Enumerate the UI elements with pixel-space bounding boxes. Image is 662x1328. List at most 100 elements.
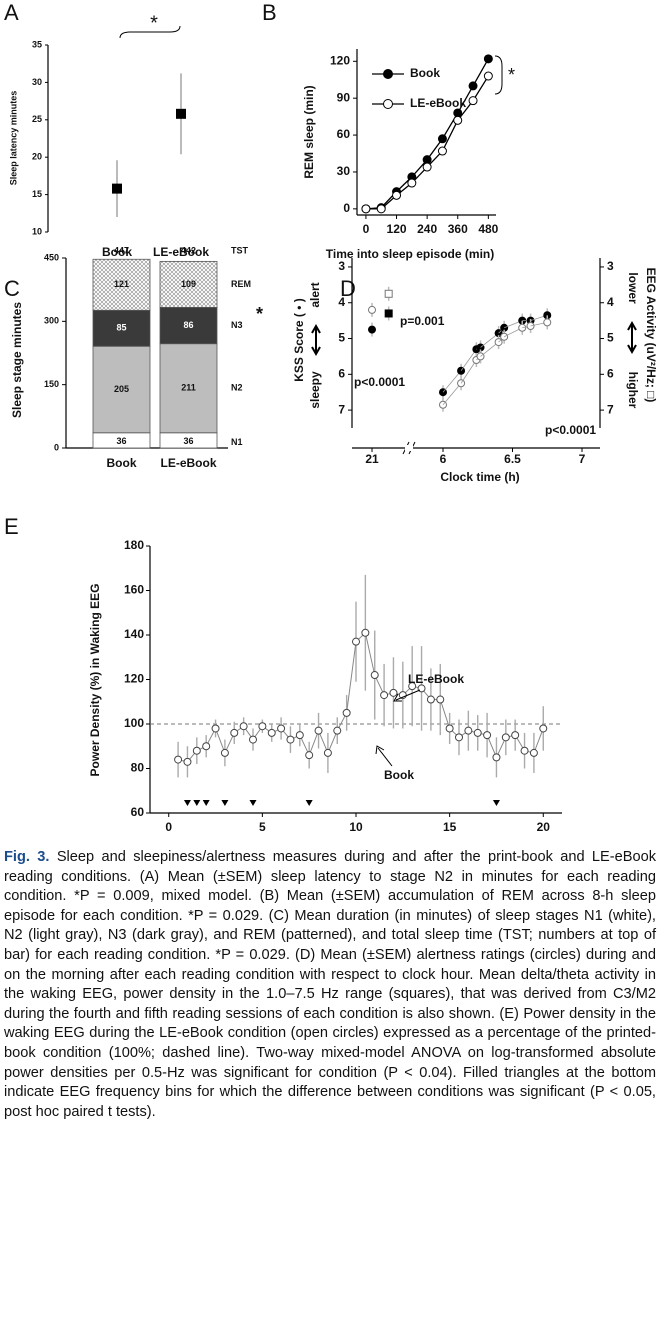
point (192, 746, 201, 755)
y-tick-label: 0 (343, 201, 350, 215)
y-tick-label: 5 (607, 331, 614, 345)
point (267, 728, 276, 737)
point (389, 688, 398, 697)
y-axis-label: Sleep latency minutes (8, 91, 18, 186)
total-label: 442 (181, 245, 196, 255)
segment-label: 205 (114, 384, 129, 394)
y-tick-label: 7 (338, 402, 345, 416)
significance-triangle (202, 800, 210, 806)
y-axis-label: KSS Score ( • ) (292, 298, 306, 382)
bracket (494, 55, 503, 95)
point (511, 731, 520, 740)
point (368, 325, 376, 334)
point (501, 733, 510, 742)
y-tick-label: 300 (44, 316, 59, 326)
point (483, 71, 493, 81)
y-tick-label: 3 (607, 259, 614, 273)
point (492, 753, 501, 762)
y-tick-label: 450 (44, 252, 59, 262)
series-label: LE-eBook (408, 672, 464, 686)
annotation: p<0.0001 (354, 375, 405, 389)
significance: * (508, 65, 515, 85)
y-tick-label: 100 (124, 716, 144, 730)
point (249, 735, 257, 744)
bracket (119, 25, 181, 39)
bar-segment (159, 306, 218, 345)
x-axis-label: Clock time (h) (440, 470, 519, 484)
point (455, 733, 463, 742)
point (176, 108, 186, 119)
x-tick-label: 7 (579, 452, 586, 466)
point (323, 748, 332, 757)
point (453, 115, 463, 125)
y-tick-label: 120 (330, 53, 350, 67)
y-tick-label: 30 (32, 77, 42, 87)
point (529, 748, 538, 757)
legend-label: N2 (231, 383, 243, 393)
x-tick-label: LE-eBook (160, 456, 216, 470)
series-line (365, 58, 489, 210)
legend-label: Book (410, 66, 440, 80)
point (239, 722, 248, 731)
point (314, 726, 323, 735)
bar-segment (159, 260, 218, 308)
point (211, 724, 220, 733)
y-tick-label: 60 (337, 127, 351, 141)
point (376, 204, 386, 214)
point (384, 309, 393, 318)
significance-triangle (305, 800, 313, 806)
point (483, 731, 492, 740)
y-tick-label: 140 (124, 627, 144, 641)
legend-label: REM (231, 279, 251, 289)
x-tick-label: 5 (259, 820, 266, 834)
totals-name: TST (231, 245, 249, 255)
point (380, 691, 389, 700)
connector (442, 383, 462, 405)
point (220, 748, 229, 757)
x-tick-label: Book (107, 456, 137, 470)
panel-letter: E (4, 514, 19, 539)
point (426, 695, 435, 704)
y-tick-label: 6 (338, 366, 345, 380)
point (437, 134, 447, 144)
point (520, 746, 529, 755)
x-tick-label: Book (102, 245, 132, 259)
connector (460, 359, 477, 384)
point (342, 708, 351, 717)
series-line (177, 631, 544, 763)
x-tick-label: 10 (349, 820, 363, 834)
point (392, 190, 402, 200)
significance-triangle (221, 800, 229, 806)
point (468, 96, 478, 106)
y-tick-label: 20 (32, 152, 42, 162)
annotation: p<0.0001 (545, 423, 596, 437)
axis-gap (405, 445, 413, 451)
x-tick-label: 0 (165, 820, 172, 834)
y2-axis-label: EEG Activity (uV²/Hz; □) (644, 268, 658, 403)
legend-marker (383, 99, 393, 109)
legend-label: LE-eBook (410, 96, 466, 110)
point (361, 628, 370, 637)
point (295, 731, 304, 740)
point (277, 724, 286, 733)
pointer (393, 689, 421, 702)
segment-label: 85 (116, 323, 126, 333)
y-tick-label: 25 (32, 114, 42, 124)
x-tick-label: 15 (443, 820, 457, 834)
point (464, 726, 473, 735)
caption-label: Fig. 3. (4, 849, 50, 865)
point (468, 81, 478, 91)
x-axis-label: Time into sleep episode (min) (326, 247, 494, 261)
y-tick-label: 160 (124, 583, 144, 597)
y-tick-label: 30 (337, 164, 351, 178)
x-tick-label: 120 (387, 222, 407, 236)
pointer (375, 745, 393, 767)
significance-triangle (492, 800, 500, 806)
legend-label: N1 (231, 437, 243, 447)
point (286, 735, 295, 744)
arrow (627, 320, 637, 355)
connector (442, 370, 462, 393)
y-label-low: sleepy (308, 371, 322, 409)
